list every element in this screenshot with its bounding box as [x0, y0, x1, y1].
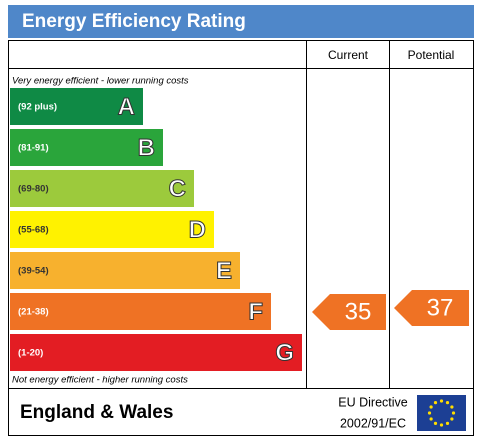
band-letter: F	[248, 298, 263, 325]
star	[429, 417, 433, 421]
star	[450, 405, 454, 409]
header-title: Energy Efficiency Rating	[22, 11, 246, 32]
star	[433, 421, 438, 425]
band-bar	[10, 88, 143, 125]
band-bar	[10, 252, 240, 289]
frame	[8, 40, 474, 436]
bands: (92 plus) A (81-91) B (69-80) C (55-68) D (39-54…	[10, 88, 302, 371]
region: England & Wales	[20, 402, 173, 423]
band-range: (21-38)	[18, 307, 49, 318]
star	[433, 401, 438, 405]
potential-rating: 37	[427, 294, 454, 321]
band-letter: B	[138, 134, 155, 161]
current-rating: 35	[345, 298, 372, 325]
potential-arrow	[394, 290, 469, 326]
bottom-note: Not energy efficient - higher running co…	[12, 375, 188, 386]
band-bar	[10, 129, 163, 166]
eu-stars	[427, 399, 456, 427]
band-letter: G	[275, 339, 294, 366]
top-note: Very energy efficient - lower running co…	[12, 76, 189, 87]
band-bar	[10, 293, 271, 330]
star	[450, 417, 454, 421]
band-range: (1-20)	[18, 348, 43, 359]
band-letter: D	[189, 216, 206, 243]
band-letter: A	[118, 93, 135, 120]
directive: EU Directive	[338, 395, 408, 409]
band-bar	[10, 211, 214, 248]
star	[439, 399, 444, 403]
star	[445, 421, 450, 425]
star	[451, 411, 456, 415]
band-bar	[10, 334, 302, 371]
header-bar	[8, 5, 474, 38]
column-header: Current	[328, 48, 369, 62]
band-letter: C	[169, 175, 186, 202]
band-range: (92 plus)	[18, 102, 57, 113]
band-range: (81-91)	[18, 143, 49, 154]
directive: 2002/91/EC	[340, 416, 406, 430]
star	[429, 405, 433, 409]
band-range: (69-80)	[18, 184, 49, 195]
band-bar	[10, 170, 194, 207]
current-arrow	[312, 294, 386, 330]
star	[427, 411, 432, 415]
band-range: (39-54)	[18, 266, 49, 277]
column-header: Potential	[408, 48, 455, 62]
band-range: (55-68)	[18, 225, 49, 236]
band-letter: E	[216, 257, 232, 284]
star	[439, 423, 444, 427]
star	[445, 401, 450, 405]
